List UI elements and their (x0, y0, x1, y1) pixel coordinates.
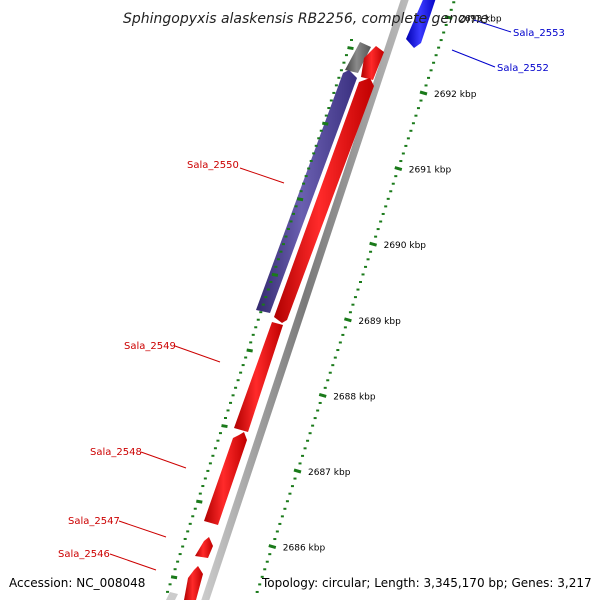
gene-sala-2550-fwd[interactable] (274, 78, 374, 323)
ruler-tick-label: 2692 kbp (434, 90, 477, 100)
label-sala-2546[interactable]: Sala_2546 (58, 549, 110, 560)
label-sala-2553[interactable]: Sala_2553 (513, 28, 565, 39)
inner-ruler (166, 39, 354, 593)
gene-sala-2548[interactable] (204, 432, 247, 525)
gene-sala-2551[interactable] (345, 42, 371, 73)
gene-sala-2553[interactable] (406, 0, 437, 48)
forward-strand-genes (166, 46, 384, 600)
gene-labels: Sala_2553 Sala_2552 Sala_2550 Sala_2549 … (58, 28, 565, 560)
topology-text: Topology: circular; Length: 3,345,170 bp… (261, 576, 592, 590)
label-sala-2548[interactable]: Sala_2548 (90, 447, 142, 458)
leader-sala-2553 (473, 19, 512, 33)
leader-sala-2552 (451, 49, 496, 68)
ruler-major-tick (444, 14, 453, 20)
ruler-major-tick (419, 90, 428, 96)
gene-unlabeled-bottom (166, 592, 178, 600)
leader-sala-2546 (109, 553, 157, 571)
ruler-tick-label: 2688 kbp (333, 392, 376, 402)
label-sala-2549[interactable]: Sala_2549 (124, 341, 176, 352)
ruler-major-tick (394, 166, 403, 172)
inner-major-tick (271, 272, 279, 277)
genome-backbone (201, 0, 409, 600)
inner-major-tick (196, 499, 203, 504)
ruler-major-tick (343, 317, 352, 323)
inner-major-tick (221, 424, 228, 429)
label-sala-2550[interactable]: Sala_2550 (187, 160, 239, 171)
inner-major-tick (246, 348, 253, 353)
ruler-tick-label: 2689 kbp (358, 317, 401, 327)
gene-sala-2552[interactable] (361, 46, 384, 80)
gene-sala-2547[interactable] (195, 537, 213, 558)
kbp-ruler: 2693 kbp 2692 kbp 2691 kbp 2690 kbp 2689 kbp… (255, 1, 502, 593)
leader-sala-2548 (140, 451, 187, 469)
leader-sala-2547 (118, 520, 167, 538)
ruler-major-tick (369, 241, 378, 247)
ruler-tick-label: 2690 kbp (384, 241, 427, 251)
ruler-tick-label: 2691 kbp (409, 166, 452, 176)
inner-major-tick (322, 121, 329, 126)
ruler-tick-label: 2686 kbp (283, 544, 326, 554)
label-sala-2547[interactable]: Sala_2547 (68, 516, 120, 527)
ruler-major-tick (268, 544, 277, 550)
leader-sala-2550 (239, 167, 285, 184)
ruler-major-tick (318, 392, 327, 398)
gene-label-leaders (109, 19, 512, 571)
inner-major-tick (170, 575, 178, 580)
leader-sala-2549 (174, 345, 221, 363)
inner-major-tick (296, 197, 304, 202)
inner-major-tick (347, 46, 354, 51)
gene-sala-2546[interactable] (184, 566, 203, 600)
label-sala-2552[interactable]: Sala_2552 (497, 63, 549, 74)
ruler-major-tick (293, 468, 302, 474)
ruler-tick-label: 2687 kbp (308, 468, 351, 478)
accession-text: Accession: NC_008048 (9, 576, 145, 590)
gene-sala-2549[interactable] (234, 322, 283, 432)
ruler-tick-label: 2693 kbp (459, 14, 502, 24)
map-title: Sphingopyxis alaskensis RB2256, complete… (123, 11, 489, 27)
